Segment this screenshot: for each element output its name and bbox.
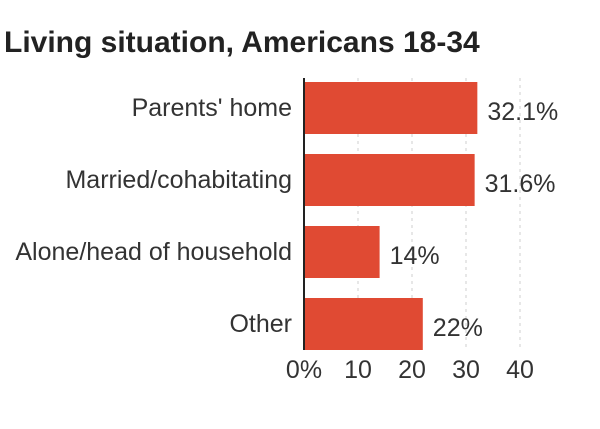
x-tick-label: 0% xyxy=(286,356,322,384)
bar xyxy=(304,226,380,278)
x-axis-ticks: 0% 10 20 30 40 xyxy=(286,356,534,384)
x-tick-label: 10 xyxy=(344,356,372,384)
bar xyxy=(304,154,475,206)
chart-title: Living situation, Americans 18-34 xyxy=(4,26,480,59)
category-label: Married/cohabitating xyxy=(65,166,292,194)
category-label: Alone/head of household xyxy=(15,238,292,266)
bar xyxy=(304,82,478,134)
category-label: Other xyxy=(229,310,292,338)
value-label: 14% xyxy=(390,242,440,270)
category-label: Parents' home xyxy=(132,94,292,122)
category-labels: Parents' home Married/cohabitating Alone/h… xyxy=(15,94,292,338)
value-label: 32.1% xyxy=(487,98,558,126)
value-labels: 32.1% 31.6% 14% 22% xyxy=(390,98,559,342)
bar xyxy=(304,298,423,350)
x-tick-label: 30 xyxy=(452,356,480,384)
x-tick-label: 40 xyxy=(506,356,534,384)
x-tick-label: 20 xyxy=(398,356,426,384)
bars xyxy=(304,82,478,350)
value-label: 22% xyxy=(433,314,483,342)
value-label: 31.6% xyxy=(485,170,556,198)
